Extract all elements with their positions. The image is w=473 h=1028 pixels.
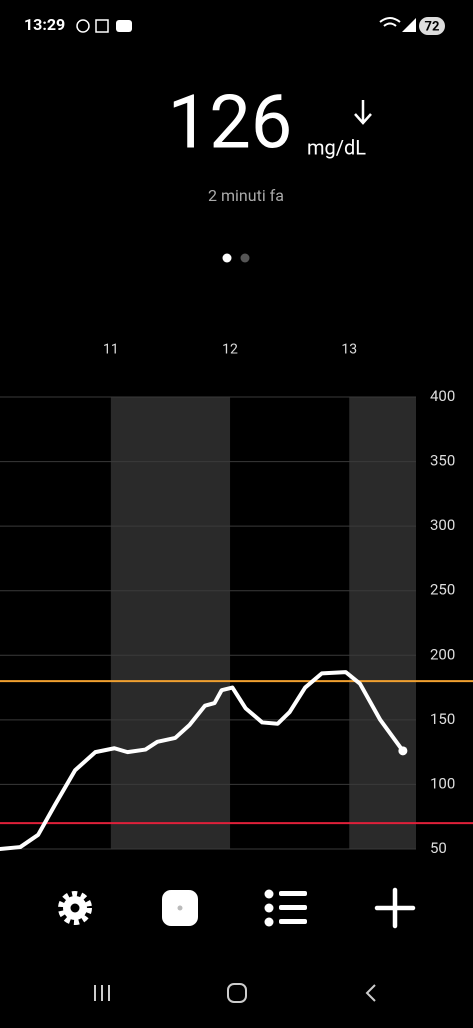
status-icon [76,19,90,33]
x-tick-label: 12 [222,342,238,358]
x-tick-label: 11 [103,342,119,358]
list-line [279,891,307,896]
y-tick-label: 50 [430,839,447,857]
sensor-dot [177,905,183,911]
page-dot[interactable] [240,253,250,263]
trend-arrow [354,100,372,125]
sensor-button[interactable] [162,890,198,926]
gear-hole [70,903,80,913]
status-icon [95,19,109,33]
reading-age: 2 minuti fa [208,186,284,205]
list-line [279,905,307,910]
y-tick-label: 250 [430,581,455,599]
list-bullet [264,917,274,927]
status-icon [116,20,132,32]
y-tick-label: 150 [430,710,455,728]
back-button[interactable] [365,984,376,1002]
y-tick-label: 400 [430,387,455,405]
list-bullet [264,889,274,899]
logbook-button[interactable] [264,889,308,927]
glucose-line [0,670,405,851]
add-button[interactable] [374,887,416,929]
glucose-value: 126 [168,80,293,167]
hour-band [110,397,231,849]
y-tick-label: 100 [430,774,455,792]
status-time: 13:29 [24,15,65,34]
glucose-unit: mg/dL [307,135,366,159]
y-tick-label: 300 [430,516,455,534]
list-line [279,919,307,924]
gear-teeth [58,891,92,925]
recent-apps-button[interactable] [94,985,110,1001]
battery [419,17,445,35]
y-tick-label: 200 [430,645,455,663]
page-dot[interactable] [222,253,232,263]
y-tick-label: 350 [430,452,455,470]
signal-icon [402,18,416,32]
chart: 11 12 13 50 100 150 200 250 300 350 400 [0,342,473,857]
wifi-icon [379,17,401,27]
x-tick-label: 13 [341,342,357,358]
list-bullet [264,903,274,913]
latest-point [398,746,408,756]
home-button[interactable] [227,983,247,1003]
battery-level: 72 [425,19,440,34]
settings-button[interactable] [58,891,92,925]
hour-band [349,397,416,849]
